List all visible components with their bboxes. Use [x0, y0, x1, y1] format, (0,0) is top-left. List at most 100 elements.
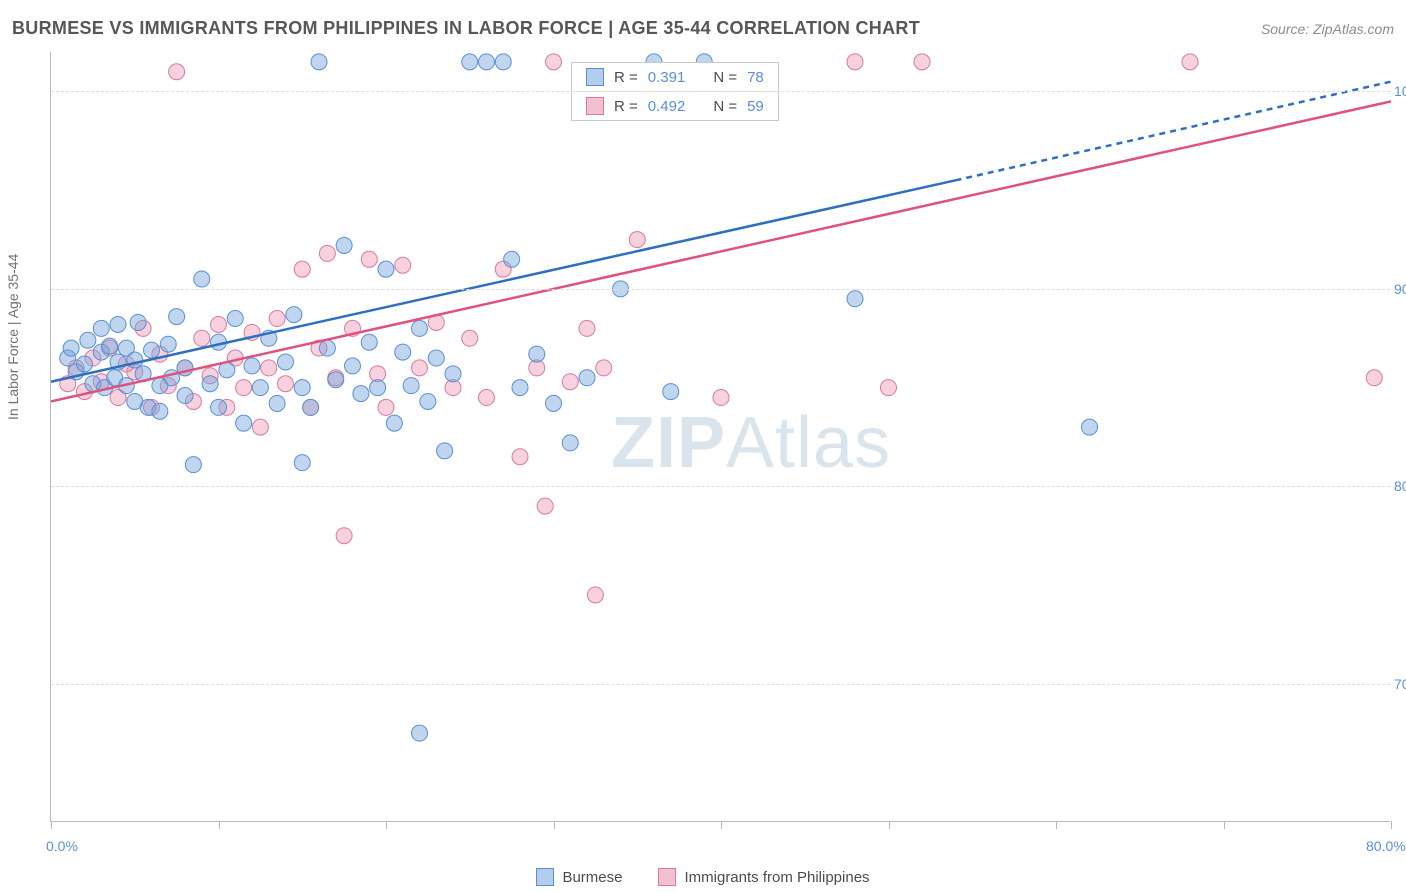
x-tick-label-min: 0.0%: [46, 838, 78, 854]
data-point-blue: [110, 316, 126, 332]
data-point-blue: [412, 725, 428, 741]
data-point-blue: [252, 380, 268, 396]
data-point-blue: [286, 307, 302, 323]
legend-r-value: 0.391: [648, 69, 686, 86]
chart-svg: [51, 52, 1390, 821]
data-point-pink: [194, 330, 210, 346]
legend-stats-row: R = 0.391 N = 78: [572, 63, 778, 91]
x-tick-label-max: 80.0%: [1366, 838, 1406, 854]
data-point-blue: [227, 311, 243, 327]
legend-stats-row: R =0.492N =59: [572, 91, 778, 120]
data-point-blue: [386, 415, 402, 431]
data-point-blue: [336, 237, 352, 253]
data-point-pink: [479, 390, 495, 406]
data-point-blue: [185, 457, 201, 473]
legend-swatch-blue: [586, 68, 604, 86]
legend-n-value: 78: [747, 69, 764, 86]
legend-swatch-pink: [658, 868, 676, 886]
data-point-pink: [881, 380, 897, 396]
data-point-blue: [144, 342, 160, 358]
data-point-blue: [194, 271, 210, 287]
y-tick-label: 100.0%: [1394, 83, 1406, 99]
data-point-blue: [311, 54, 327, 70]
x-tick: [1056, 821, 1057, 829]
gridline: [51, 91, 1390, 92]
data-point-blue: [160, 336, 176, 352]
data-point-blue: [403, 378, 419, 394]
bottom-legend: Burmese Immigrants from Philippines: [0, 868, 1406, 886]
data-point-pink: [587, 587, 603, 603]
legend-r-label: R =: [614, 69, 638, 86]
data-point-blue: [269, 395, 285, 411]
x-tick: [386, 821, 387, 829]
x-tick: [721, 821, 722, 829]
chart-header: BURMESE VS IMMIGRANTS FROM PHILIPPINES I…: [12, 18, 1394, 39]
data-point-blue: [378, 261, 394, 277]
data-point-blue: [127, 352, 143, 368]
data-point-blue: [102, 338, 118, 354]
x-tick: [1391, 821, 1392, 829]
data-point-blue: [479, 54, 495, 70]
y-tick-label: 90.0%: [1394, 281, 1406, 297]
chart-source: Source: ZipAtlas.com: [1261, 21, 1394, 37]
data-point-blue: [177, 388, 193, 404]
data-point-blue: [353, 386, 369, 402]
data-point-pink: [546, 54, 562, 70]
data-point-blue: [512, 380, 528, 396]
x-tick: [219, 821, 220, 829]
data-point-blue: [345, 358, 361, 374]
data-point-pink: [562, 374, 578, 390]
data-point-pink: [713, 390, 729, 406]
plot-area: ZIPAtlas R =0.391N =78R =0.492N =59 70.0…: [50, 52, 1390, 822]
data-point-blue: [579, 370, 595, 386]
trendline-pink: [51, 101, 1391, 401]
data-point-pink: [1182, 54, 1198, 70]
data-point-pink: [294, 261, 310, 277]
data-point-pink: [278, 376, 294, 392]
legend-n-value: 59: [747, 98, 764, 115]
data-point-pink: [395, 257, 411, 273]
data-point-pink: [261, 360, 277, 376]
data-point-pink: [847, 54, 863, 70]
data-point-blue: [462, 54, 478, 70]
data-point-blue: [529, 346, 545, 362]
data-point-pink: [169, 64, 185, 80]
x-tick: [51, 821, 52, 829]
data-point-pink: [336, 528, 352, 544]
bottom-legend-item: Immigrants from Philippines: [658, 868, 869, 886]
data-point-pink: [269, 311, 285, 327]
data-point-blue: [236, 415, 252, 431]
gridline: [51, 684, 1390, 685]
trendline-blue: [51, 180, 956, 381]
y-tick-label: 70.0%: [1394, 676, 1406, 692]
data-point-pink: [378, 399, 394, 415]
gridline: [51, 289, 1390, 290]
data-point-blue: [211, 399, 227, 415]
data-point-pink: [361, 251, 377, 267]
data-point-blue: [93, 320, 109, 336]
trendline-blue-dashed: [956, 82, 1392, 181]
data-point-blue: [244, 358, 260, 374]
data-point-blue: [445, 366, 461, 382]
data-point-pink: [596, 360, 612, 376]
data-point-blue: [303, 399, 319, 415]
data-point-pink: [412, 360, 428, 376]
data-point-pink: [236, 380, 252, 396]
data-point-blue: [63, 340, 79, 356]
data-point-blue: [495, 54, 511, 70]
data-point-blue: [152, 403, 168, 419]
data-point-blue: [169, 309, 185, 325]
legend-n-label: N =: [713, 69, 737, 86]
data-point-blue: [294, 455, 310, 471]
data-point-blue: [370, 380, 386, 396]
legend-r-value: 0.492: [648, 98, 686, 115]
data-point-pink: [319, 245, 335, 261]
data-point-blue: [420, 393, 436, 409]
x-tick: [554, 821, 555, 829]
data-point-pink: [537, 498, 553, 514]
data-point-blue: [437, 443, 453, 459]
data-point-blue: [504, 251, 520, 267]
data-point-blue: [319, 340, 335, 356]
bottom-legend-item: Burmese: [536, 868, 622, 886]
data-point-pink: [252, 419, 268, 435]
